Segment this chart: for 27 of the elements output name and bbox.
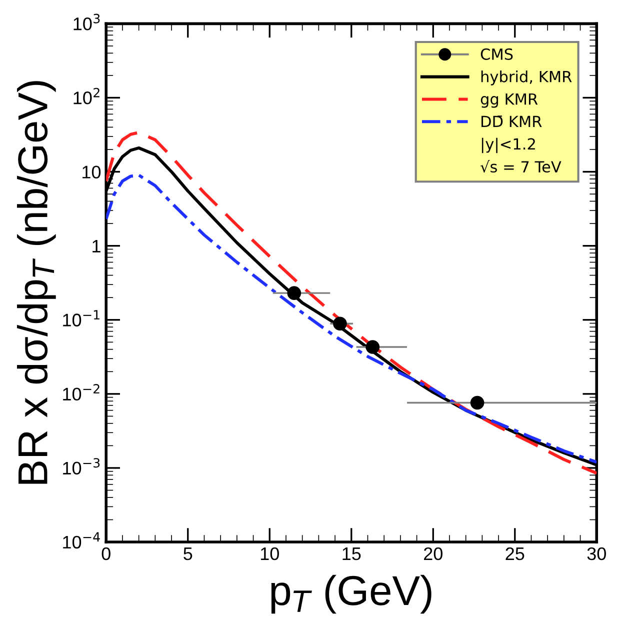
x-tick-label: 30 xyxy=(587,547,606,560)
y-tick-label: 10$^{−4}$ xyxy=(63,532,100,549)
point xyxy=(333,316,347,331)
x-tick-label: 10 xyxy=(260,547,279,560)
x-tick-label: 20 xyxy=(424,547,442,560)
y-tick-label: 10$^{3}$ xyxy=(74,14,100,30)
point xyxy=(287,286,302,300)
x-tick-label: 5 xyxy=(184,548,192,560)
y-tick-label: 10 xyxy=(82,166,101,178)
annotation: |y|<1.2 xyxy=(482,138,535,154)
legend-label: CMS xyxy=(480,48,513,60)
y-tick-label: 10$^{−2}$ xyxy=(63,384,100,400)
y-tick-label: 10$^{2}$ xyxy=(74,88,100,104)
legend-label: hybrid, KMR xyxy=(481,70,572,86)
legend-label: gg KMR xyxy=(480,93,538,108)
y-tick-label: 1 xyxy=(92,240,100,252)
x-tick-label: 15 xyxy=(342,548,361,560)
point xyxy=(366,340,380,354)
x-tick-label: 0 xyxy=(102,547,110,560)
point xyxy=(470,396,484,410)
y-tick-label: 10$^{−1}$ xyxy=(63,310,100,326)
y-axis-title: BR x dσ/dp$_{T}$ (nb/GeV) xyxy=(17,81,56,484)
x-tick-label: 25 xyxy=(506,547,524,560)
y-tick-label: 10$^{−3}$ xyxy=(63,458,100,475)
x-axis-title: p$_{T}$ (GeV) xyxy=(271,574,432,614)
annotation: √s = 7 TeV xyxy=(480,160,562,173)
legend-label: DD̄ KMR xyxy=(482,116,542,127)
